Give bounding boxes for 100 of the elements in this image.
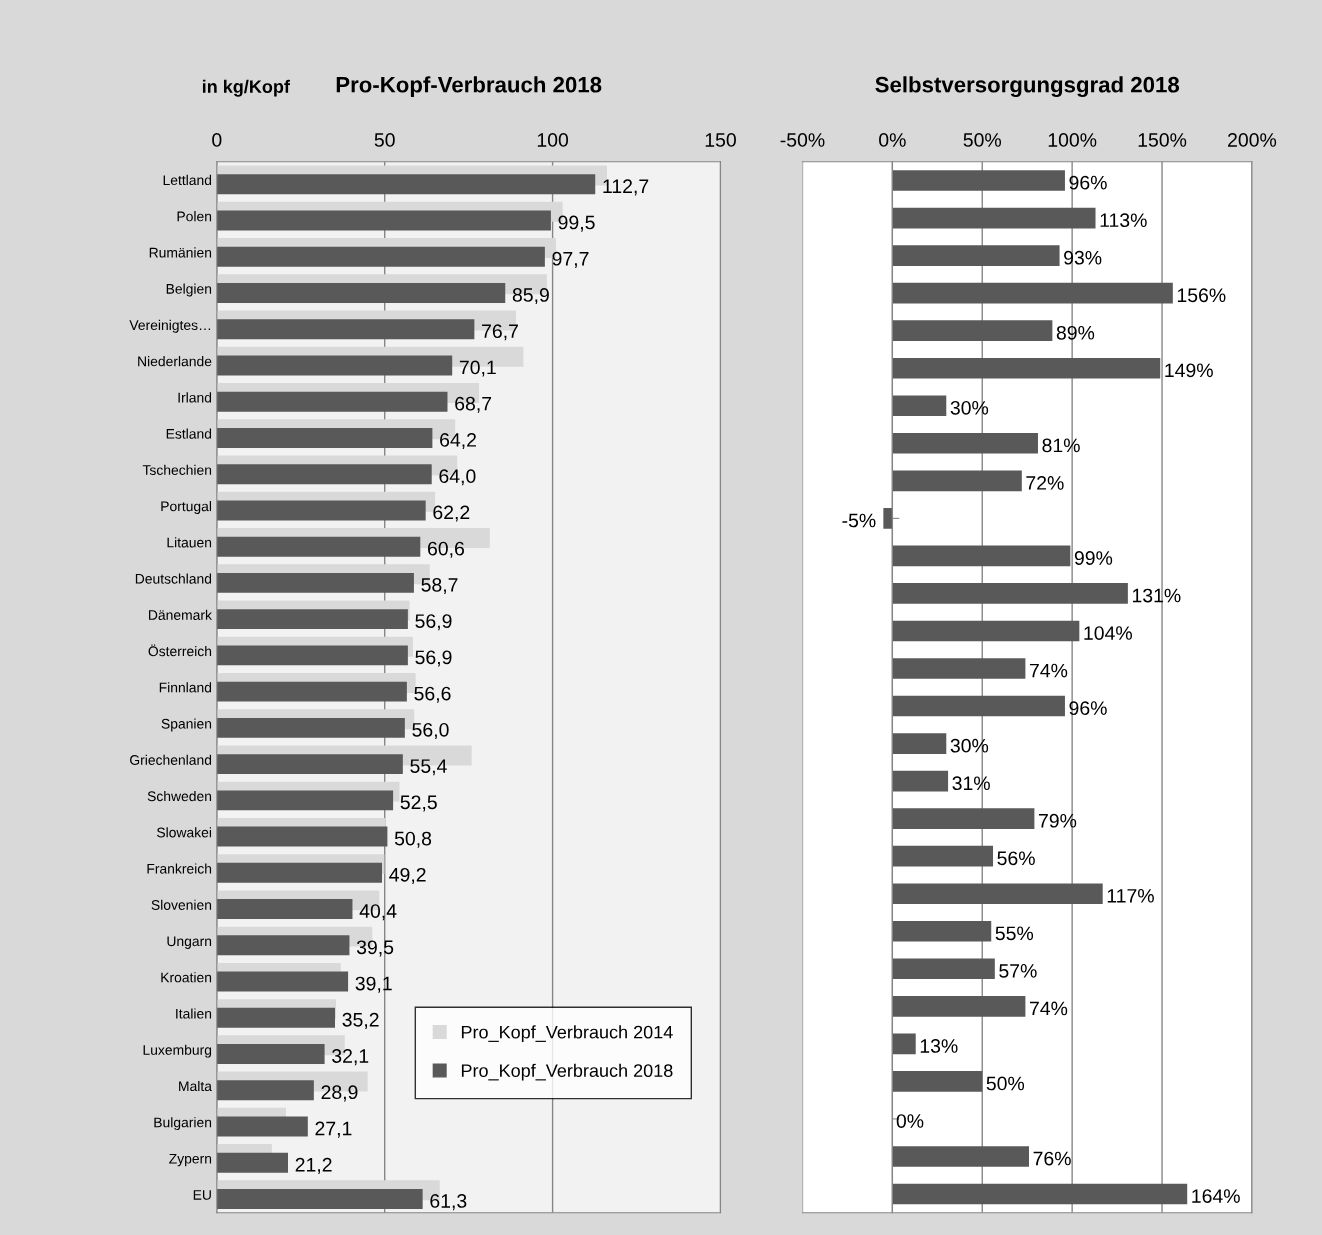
chart-title: Selbstversorgungsgrad 2018 <box>875 76 1180 98</box>
data-label: 52,5 <box>400 795 437 812</box>
data-label: 35,2 <box>342 1012 379 1029</box>
x-tick-label: 100 <box>537 133 569 147</box>
data-label: 68,7 <box>455 396 492 413</box>
y-tick-label: Tschechien <box>142 464 212 475</box>
data-label: 96% <box>1069 175 1107 190</box>
y-tick-label: Griechenland <box>130 754 212 765</box>
data-label: 56,9 <box>415 650 452 667</box>
data-label: 27,1 <box>315 1121 352 1138</box>
y-tick-label: Deutschland <box>135 573 212 584</box>
data-label: 70,1 <box>459 360 496 377</box>
data-label: 97,7 <box>552 251 589 268</box>
data-label: 55% <box>995 926 1034 941</box>
data-label: 56,0 <box>412 722 449 740</box>
y-tick-label: EU <box>193 1190 211 1200</box>
x-tick-label: 50% <box>963 133 1002 147</box>
x-tick-label: 150 <box>705 133 736 147</box>
data-label: 31% <box>952 776 990 791</box>
y-tick-label: Zypern <box>169 1153 212 1167</box>
y-tick-label: Luxemburg <box>143 1044 212 1058</box>
data-label: 64,0 <box>439 469 476 486</box>
data-label: -5% <box>842 513 876 528</box>
data-label: 104% <box>1084 626 1132 640</box>
data-label: 89% <box>1056 325 1095 340</box>
data-label: 99,5 <box>558 215 595 232</box>
data-label: 60,6 <box>428 541 464 558</box>
y-tick-label: Slovenien <box>151 899 212 910</box>
y-tick-label: Rumänien <box>149 247 212 258</box>
data-label: 79% <box>1038 813 1077 828</box>
data-label: 39,5 <box>356 940 394 957</box>
x-tick-label: 50 <box>374 133 395 147</box>
y-tick-label: Österreich <box>148 644 212 657</box>
data-label: 61,3 <box>430 1194 467 1211</box>
data-label: 32,1 <box>332 1049 369 1066</box>
data-label: 85,9 <box>512 288 549 305</box>
y-tick-label: Polen <box>177 211 212 222</box>
data-label: 30% <box>950 738 989 753</box>
chart-subtitle: in kg/Kopf <box>202 79 290 97</box>
data-label: 164% <box>1192 1189 1240 1203</box>
y-tick-label: Belgien <box>166 283 212 297</box>
x-tick-label: -50% <box>780 133 825 147</box>
data-label: 112,7 <box>603 179 649 196</box>
y-tick-label: Ungarn <box>167 936 212 949</box>
data-label: 0% <box>896 1114 924 1128</box>
x-tick-label: 150% <box>1138 133 1187 147</box>
data-label: 56,9 <box>415 614 452 631</box>
data-label: 149% <box>1165 363 1213 378</box>
data-label: 62,2 <box>433 505 470 522</box>
data-label: 99% <box>1074 551 1113 565</box>
x-tick-label: 100% <box>1048 133 1097 147</box>
y-tick-label: Lettland <box>163 174 212 186</box>
y-tick-label: Spanien <box>161 718 212 732</box>
data-label: 49,2 <box>389 867 426 884</box>
data-label: 113% <box>1100 213 1147 228</box>
y-tick-label: Italien <box>176 1008 212 1019</box>
data-label: 74% <box>1029 663 1068 678</box>
y-tick-label: Frankreich <box>147 863 212 874</box>
data-label: 30% <box>950 400 989 415</box>
data-label: 50,8 <box>394 831 432 848</box>
data-label: 57% <box>999 964 1037 978</box>
legend-label: Pro_Kopf_Verbrauch 2018 <box>461 1063 673 1081</box>
data-label: 56,6 <box>414 686 451 703</box>
y-tick-label: Slowakei <box>157 827 212 838</box>
data-label: 76,7 <box>482 324 518 341</box>
data-label: 55,4 <box>410 759 447 776</box>
data-label: 131% <box>1132 588 1181 603</box>
x-tick-label: 200% <box>1228 133 1277 147</box>
legend-label: Pro_Kopf_Verbrauch 2014 <box>461 1025 673 1043</box>
y-tick-label: Schweden <box>147 790 212 802</box>
data-label: 28,9 <box>321 1085 358 1102</box>
x-tick-label: 0 <box>212 133 222 147</box>
y-tick-label: Vereinigtes… <box>129 319 211 333</box>
data-label: 117% <box>1107 889 1154 903</box>
y-tick-label: Dänemark <box>149 609 212 620</box>
y-tick-label: Bulgarien <box>154 1117 212 1131</box>
data-label: 50% <box>986 1076 1025 1091</box>
data-label: 39,1 <box>355 976 392 993</box>
data-label: 156% <box>1177 288 1226 303</box>
data-label: 96% <box>1069 701 1107 716</box>
x-tick-label: 0% <box>879 133 906 147</box>
y-tick-label: Portugal <box>161 501 212 514</box>
y-tick-label: Estland <box>166 428 212 439</box>
data-label: 72% <box>1026 476 1064 490</box>
data-label: 40,4 <box>359 904 397 921</box>
y-tick-label: Finnland <box>159 682 212 693</box>
y-tick-label: Malta <box>179 1080 212 1092</box>
data-label: 21,2 <box>295 1157 332 1174</box>
data-label: 74% <box>1029 1001 1068 1016</box>
y-tick-label: Litauen <box>167 537 212 548</box>
data-label: 93% <box>1064 250 1102 265</box>
y-tick-label: Niederlande <box>138 356 212 367</box>
data-label: 76% <box>1033 1151 1071 1166</box>
y-tick-label: Irland <box>178 392 212 403</box>
chart-title: Pro-Kopf-Verbrauch 2018 <box>336 76 602 97</box>
data-label: 81% <box>1042 438 1080 453</box>
data-label: 64,2 <box>440 433 476 450</box>
data-label: 13% <box>920 1039 958 1053</box>
data-label: 56% <box>997 851 1035 866</box>
y-tick-label: Kroatien <box>161 972 212 983</box>
